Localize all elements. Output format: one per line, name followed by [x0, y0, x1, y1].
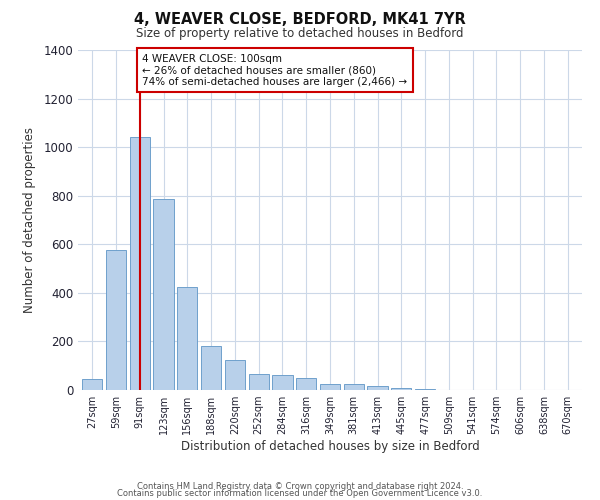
Bar: [154, 200, 173, 390]
Bar: [344, 384, 364, 390]
Y-axis label: Number of detached properties: Number of detached properties: [23, 127, 37, 313]
Bar: [296, 378, 316, 390]
Bar: [391, 388, 412, 390]
Text: 4 WEAVER CLOSE: 100sqm
← 26% of detached houses are smaller (860)
74% of semi-de: 4 WEAVER CLOSE: 100sqm ← 26% of detached…: [142, 54, 407, 87]
Text: 4, WEAVER CLOSE, BEDFORD, MK41 7YR: 4, WEAVER CLOSE, BEDFORD, MK41 7YR: [134, 12, 466, 28]
Bar: [106, 250, 126, 390]
X-axis label: Distribution of detached houses by size in Bedford: Distribution of detached houses by size …: [181, 440, 479, 453]
Bar: [201, 346, 221, 390]
Bar: [177, 287, 197, 390]
Bar: [225, 360, 245, 390]
Bar: [272, 376, 293, 390]
Text: Contains public sector information licensed under the Open Government Licence v3: Contains public sector information licen…: [118, 489, 482, 498]
Bar: [367, 386, 388, 390]
Text: Contains HM Land Registry data © Crown copyright and database right 2024.: Contains HM Land Registry data © Crown c…: [137, 482, 463, 491]
Bar: [82, 379, 103, 390]
Bar: [415, 389, 435, 390]
Bar: [248, 374, 269, 390]
Text: Size of property relative to detached houses in Bedford: Size of property relative to detached ho…: [136, 28, 464, 40]
Bar: [320, 384, 340, 390]
Bar: [130, 138, 150, 390]
